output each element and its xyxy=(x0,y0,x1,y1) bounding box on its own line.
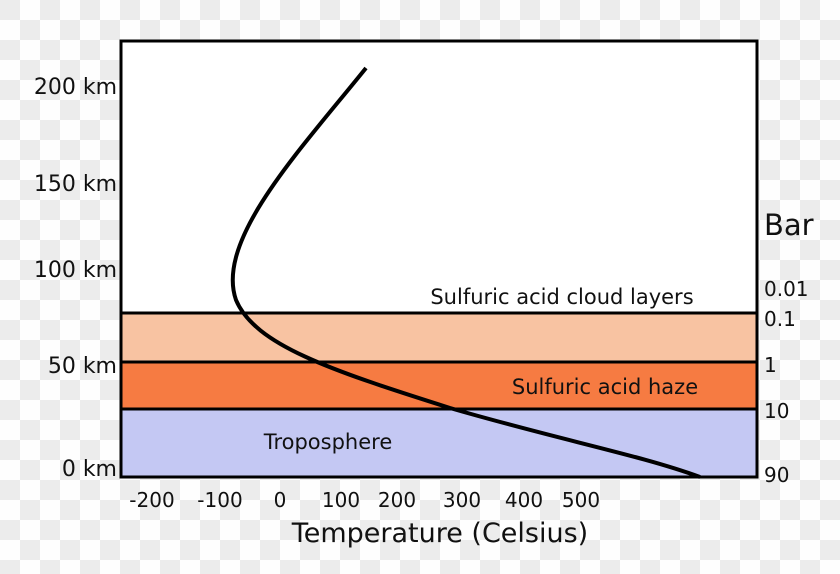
pressure-tick-label: 0.01 xyxy=(764,277,809,301)
band-haze xyxy=(121,362,757,409)
pressure-tick-label: 10 xyxy=(764,399,789,423)
pressure-axis-title: Bar xyxy=(764,208,814,242)
x-tick-label: 100 xyxy=(322,488,360,512)
x-axis-title: Temperature (Celsius) xyxy=(291,518,588,549)
pressure-tick-label: 90 xyxy=(764,463,789,487)
band-label-haze: Sulfuric acid haze xyxy=(512,375,698,399)
y-tick-label: 50 km xyxy=(48,354,117,379)
y-tick-label: 200 km xyxy=(34,75,117,100)
x-tick-label: 200 xyxy=(378,488,416,512)
band-label-troposphere: Troposphere xyxy=(263,430,393,454)
y-tick-label: 100 km xyxy=(34,258,117,283)
x-tick-label: 0 xyxy=(274,488,287,512)
x-tick-label: 500 xyxy=(562,488,600,512)
band-troposphere xyxy=(121,409,757,477)
pressure-tick-label: 0.1 xyxy=(764,307,796,331)
band-label-cloud-layers: Sulfuric acid cloud layers xyxy=(430,285,693,309)
temperature-curve xyxy=(230,66,701,479)
x-tick-label: 400 xyxy=(505,488,543,512)
pressure-tick-label: 1 xyxy=(764,353,777,377)
plot-frame xyxy=(119,39,759,479)
x-tick-label: -200 xyxy=(129,488,174,512)
band-cloud-layers xyxy=(121,313,757,362)
y-tick-label: 0 km xyxy=(62,457,117,482)
y-tick-label: 150 km xyxy=(34,172,117,197)
x-tick-label: 300 xyxy=(443,488,481,512)
x-tick-label: -100 xyxy=(197,488,242,512)
